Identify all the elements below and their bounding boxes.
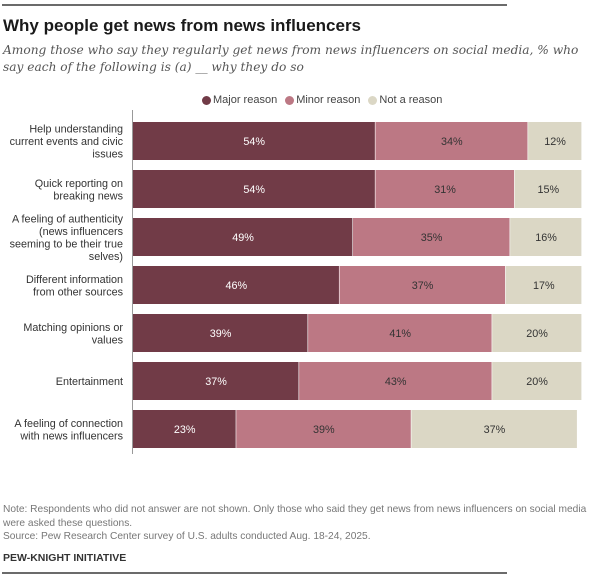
data-label: 31% [434, 184, 456, 196]
data-label: 46% [225, 280, 247, 292]
chart-title: Why people get news from news influencer… [3, 16, 362, 35]
bar-segment-not-a-reason [492, 314, 582, 352]
bar-segment-not-a-reason [528, 122, 582, 160]
note-text: Note: Respondents who did not answer are… [3, 504, 587, 529]
bar-segment-minor-reason [353, 218, 510, 256]
bar-segment-minor-reason [236, 410, 411, 448]
data-label: 12% [544, 136, 566, 148]
bar-segment-not-a-reason [514, 170, 582, 208]
category-label: Matching opinions or values [23, 322, 123, 347]
data-label: 15% [538, 184, 560, 196]
bar-segment-minor-reason [308, 314, 492, 352]
bar-segment-major-reason [133, 362, 299, 400]
org-label: PEW-KNIGHT INITIATIVE [3, 552, 127, 564]
data-label: 37% [205, 376, 227, 388]
data-label: 16% [535, 232, 557, 244]
data-label: 41% [389, 328, 411, 340]
category-label: Different information from other sources [26, 274, 124, 299]
stacked-bar-chart: Help understanding current events and civ… [10, 110, 582, 454]
top-rule [2, 4, 507, 6]
category-label: A feeling of authenticity (news influence… [10, 213, 124, 263]
data-label: 54% [243, 136, 265, 148]
data-label: 37% [412, 280, 434, 292]
legend-label: Minor reason [296, 94, 361, 106]
bar-segment-not-a-reason [492, 362, 582, 400]
data-label: 39% [210, 328, 232, 340]
data-label: 49% [232, 232, 254, 244]
legend-label: Major reason [213, 94, 278, 106]
bar-segment-major-reason [133, 170, 375, 208]
bar-segment-minor-reason [339, 266, 506, 304]
bar-segment-minor-reason [375, 122, 528, 160]
bar-segment-not-a-reason [510, 218, 582, 256]
legend-swatch-minor [285, 95, 295, 105]
legend-swatch-major [202, 95, 211, 105]
bar-segment-major-reason [133, 410, 236, 448]
legend-item-not: Not a reason [368, 94, 442, 106]
legend: Major reason Minor reason Not a reason [202, 94, 446, 106]
data-label: 23% [174, 424, 196, 436]
category-label: Help understanding current events and civ… [10, 124, 124, 161]
category-label: Entertainment [56, 376, 123, 388]
bar-segment-major-reason [133, 266, 339, 304]
legend-label: Not a reason [379, 94, 443, 106]
data-label: 43% [385, 376, 407, 388]
footnote: Note: Respondents who did not answer are… [3, 503, 593, 544]
bar-segment-major-reason [133, 122, 375, 160]
data-label: 54% [243, 184, 265, 196]
bar-segment-minor-reason [299, 362, 492, 400]
bar-segment-major-reason [133, 218, 353, 256]
bar-segment-not-a-reason [505, 266, 582, 304]
legend-swatch-not [368, 95, 378, 105]
data-label: 35% [421, 232, 443, 244]
category-label: Quick reporting on breaking news [35, 178, 124, 203]
category-label: A feeling of connection with news influen… [14, 418, 123, 443]
data-label: 39% [313, 424, 335, 436]
bar-segment-minor-reason [375, 170, 515, 208]
data-label: 17% [533, 280, 555, 292]
bar-segment-major-reason [133, 314, 308, 352]
data-label: 20% [526, 328, 548, 340]
data-label: 34% [441, 136, 463, 148]
data-label: 37% [484, 424, 506, 436]
legend-item-major: Major reason [202, 94, 277, 106]
bar-segment-not-a-reason [411, 410, 577, 448]
bottom-rule [2, 572, 507, 574]
data-label: 20% [526, 376, 548, 388]
chart-subtitle: Among those who say they regularly get n… [3, 43, 579, 74]
legend-item-minor: Minor reason [285, 94, 360, 106]
source-text: Source: Pew Research Center survey of U.… [3, 531, 371, 542]
